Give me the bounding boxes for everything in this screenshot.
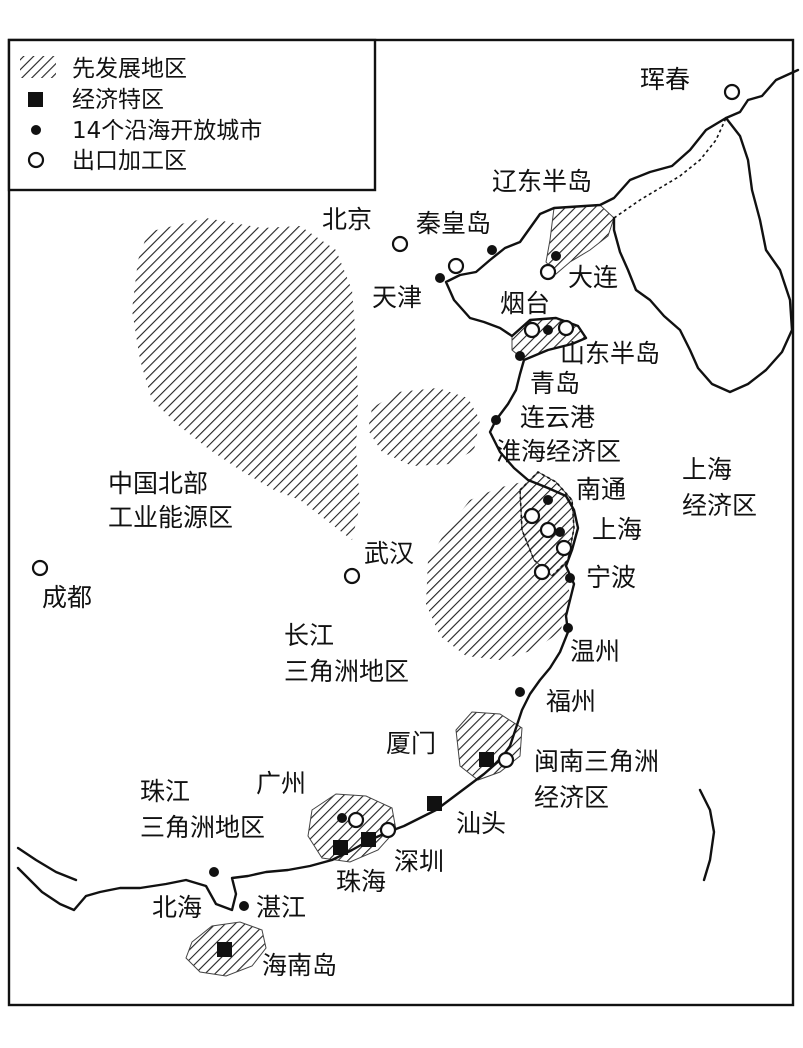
label-shanghai-zone: 上海经济区	[682, 455, 757, 520]
coastline-mainland	[16, 68, 800, 912]
label-chengdu: 成都	[42, 583, 92, 612]
epz-shenzhen	[379, 821, 397, 839]
label-yangtze-line1: 长江	[284, 621, 334, 650]
label-hunchun: 珲春	[640, 65, 690, 94]
label-huaihai: 淮海经济区	[496, 437, 621, 466]
open-city-nantong	[543, 495, 553, 505]
label-beihai: 北海	[152, 893, 202, 922]
coastline-korea	[612, 116, 794, 394]
label-liaodong: 辽东半岛	[492, 167, 592, 196]
label-yantai: 烟台	[500, 289, 550, 318]
epz-wuhan	[343, 567, 361, 585]
label-lianyungang: 连云港	[520, 403, 595, 432]
coastline-vietnam	[16, 846, 78, 882]
label-yangtze: 长江三角洲地区	[284, 621, 409, 686]
label-guangzhou: 广州	[256, 769, 306, 798]
label-shenzhen: 深圳	[394, 847, 444, 876]
epz-hunchun	[723, 83, 741, 101]
label-north-industry: 中国北部工业能源区	[108, 469, 233, 532]
label-dalian: 大连	[568, 263, 618, 292]
open-city-qingdao	[515, 351, 525, 361]
label-shantou: 汕头	[456, 809, 506, 838]
label-pearl-line1: 珠江	[140, 777, 190, 806]
open-city-wenzhou	[563, 623, 573, 633]
label-shanghai-zone-line1: 上海	[682, 455, 732, 484]
label-qinhuangdao: 秦皇岛	[416, 209, 491, 238]
label-zhanjiang: 湛江	[256, 893, 306, 922]
open-city-beihai	[209, 867, 219, 877]
epz-ningbo	[533, 563, 551, 581]
map-frame	[7, 38, 795, 1007]
label-zhuhai: 珠海	[336, 867, 386, 896]
label-fuzhou: 福州	[546, 687, 596, 716]
label-hainan: 海南岛	[262, 951, 337, 980]
label-north-industry-line2: 工业能源区	[108, 503, 233, 532]
label-shanghai: 上海	[592, 515, 642, 544]
sez-zhuhai	[333, 840, 348, 855]
epz-shanghai-2	[555, 539, 573, 557]
epz-tianjin	[447, 257, 465, 275]
label-xiamen: 厦门	[386, 729, 436, 758]
label-pearl: 珠江三角洲地区	[140, 777, 265, 842]
label-qingdao: 青岛	[530, 369, 580, 398]
north-industry-region	[132, 218, 360, 540]
epz-nantong	[523, 507, 541, 525]
label-yangtze-line2: 三角洲地区	[284, 657, 409, 686]
epz-chengdu	[31, 559, 49, 577]
open-city-lianyungang	[491, 415, 501, 425]
label-minnan-line2: 经济区	[534, 783, 609, 812]
legend-label-sez: 经济特区	[72, 87, 164, 113]
open-city-ningbo	[565, 573, 575, 583]
legend-label-epz: 出口加工区	[72, 148, 187, 174]
open-city-qinhuangdao	[487, 245, 497, 255]
epz-shanghai-1	[539, 521, 557, 539]
legend: 先发展地区 经济特区 14个沿海开放城市 出口加工区	[7, 38, 377, 192]
epz-beijing	[391, 235, 409, 253]
legend-circle-icon	[27, 151, 45, 169]
sez-xiamen	[479, 752, 494, 767]
open-city-dalian	[551, 251, 561, 261]
label-shandong: 山东半岛	[560, 339, 660, 368]
legend-square-icon	[28, 92, 43, 107]
label-shanghai-zone-line2: 经济区	[682, 491, 757, 520]
label-wuhan: 武汉	[364, 539, 414, 568]
epz-dalian	[539, 263, 557, 281]
label-tianjin: 天津	[372, 283, 422, 312]
sez-shenzhen	[361, 832, 376, 847]
open-city-guangzhou	[337, 813, 347, 823]
epz-yantai-2	[557, 319, 575, 337]
label-nantong: 南通	[576, 475, 626, 504]
korea-border	[613, 117, 727, 219]
open-city-yantai	[543, 325, 553, 335]
epz-xiamen	[497, 751, 515, 769]
legend-dot-icon	[31, 125, 41, 135]
liaodong-peninsula-region	[545, 204, 615, 275]
sez-hainan	[217, 942, 232, 957]
open-city-shanghai	[555, 527, 565, 537]
label-wenzhou: 温州	[570, 637, 620, 666]
sez-shantou	[427, 796, 442, 811]
coastline-taiwan	[698, 788, 716, 882]
open-city-fuzhou	[515, 687, 525, 697]
legend-box	[7, 38, 377, 192]
open-city-tianjin	[435, 273, 445, 283]
label-pearl-line2: 三角洲地区	[140, 813, 265, 842]
legend-label-hatch: 先发展地区	[72, 56, 187, 82]
open-city-zhanjiang	[239, 901, 249, 911]
label-minnan-line1: 闽南三角洲	[534, 747, 659, 776]
epz-guangzhou	[347, 811, 365, 829]
label-north-industry-line1: 中国北部	[108, 469, 208, 498]
legend-hatch-swatch	[20, 56, 56, 78]
label-minnan: 闽南三角洲经济区	[534, 747, 659, 812]
huaihai-region	[368, 388, 480, 466]
epz-yantai-1	[523, 321, 541, 339]
legend-label-open-city: 14个沿海开放城市	[72, 118, 262, 144]
label-beijing: 北京	[322, 205, 372, 234]
label-ningbo: 宁波	[586, 563, 636, 592]
